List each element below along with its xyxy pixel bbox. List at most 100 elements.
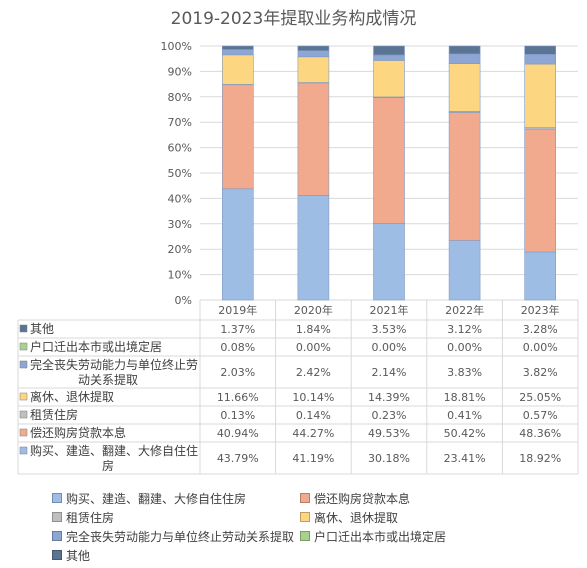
legend-item: 离休、退休提取 <box>300 509 398 526</box>
legend-swatch <box>300 493 310 503</box>
category-label: 2020年 <box>294 303 333 317</box>
y-tick-label: 90% <box>168 65 192 78</box>
data-label: 14.39% <box>368 391 410 404</box>
bar-segment <box>524 128 557 253</box>
legend-label: 其他 <box>66 549 91 563</box>
data-label: 23.41% <box>444 452 486 465</box>
y-tick-label: 80% <box>168 91 192 104</box>
bar-segment <box>222 188 254 301</box>
bar-segment <box>373 60 405 98</box>
table-legend-key <box>19 324 28 333</box>
bar-segment <box>297 50 330 58</box>
data-label: 25.05% <box>519 391 561 404</box>
data-label: 2.03% <box>220 366 255 379</box>
legend-label: 偿还购房贷款本息 <box>314 492 411 506</box>
data-label: 2.42% <box>296 366 331 379</box>
data-label: 1.37% <box>220 323 255 336</box>
chart-title: 2019-2023年提取业务构成情况 <box>170 9 417 29</box>
data-label: 48.36% <box>519 427 561 440</box>
bar-segment <box>448 63 481 112</box>
data-label: 0.00% <box>523 341 558 354</box>
y-tick-label: 10% <box>168 269 192 282</box>
data-label: 30.18% <box>368 452 410 465</box>
legend-swatch <box>52 531 62 541</box>
y-tick-label: 70% <box>168 116 192 129</box>
bar-segment <box>373 54 405 61</box>
table-row-label: 租赁住房 <box>30 407 78 422</box>
table-legend-key <box>19 428 28 437</box>
bar-segment <box>222 49 254 56</box>
table-row-label: 动关系提取 <box>78 372 138 387</box>
y-tick-label: 30% <box>168 218 192 231</box>
bar-segment <box>222 84 254 190</box>
y-tick-label: 50% <box>168 167 192 180</box>
data-label: 3.82% <box>523 366 558 379</box>
bar-segment <box>524 54 557 65</box>
y-tick-label: 20% <box>168 243 192 256</box>
data-label: 43.79% <box>217 452 259 465</box>
data-label: 1.84% <box>296 323 331 336</box>
table-row-label: 购买、建造、翻建、大修自住住 <box>30 443 198 458</box>
bar-segment <box>373 97 405 224</box>
data-label: 0.41% <box>447 409 482 422</box>
bar-segment <box>373 45 405 56</box>
legend-item: 租赁住房 <box>52 509 114 526</box>
legend-label: 购买、建造、翻建、大修自住住房 <box>66 492 247 506</box>
bar-segment <box>448 240 481 301</box>
table-row-label: 完全丧失劳动能力与单位终止劳 <box>30 357 198 372</box>
data-label: 0.14% <box>296 409 331 422</box>
table-row-label: 户口迁出本市或出境定居 <box>30 339 162 354</box>
table-legend-key <box>19 410 28 419</box>
legend-label: 租赁住房 <box>66 511 115 525</box>
table-row-label: 偿还购房贷款本息 <box>30 425 126 440</box>
table-legend-key <box>19 392 28 401</box>
bar-segment <box>448 53 481 64</box>
bar-segment <box>524 63 557 128</box>
table-row-label: 房 <box>102 458 114 473</box>
table-row-label: 离休、退休提取 <box>30 389 114 404</box>
y-tick-label: 0% <box>175 294 192 307</box>
y-tick-label: 100% <box>161 40 192 53</box>
legend-swatch <box>52 512 62 522</box>
data-label: 0.13% <box>220 409 255 422</box>
bar-segment <box>222 45 254 50</box>
y-tick-label: 40% <box>168 192 192 205</box>
data-label: 0.00% <box>447 341 482 354</box>
data-label: 2.14% <box>372 366 407 379</box>
data-label: 44.27% <box>292 427 334 440</box>
data-label: 18.92% <box>519 452 561 465</box>
data-label: 0.57% <box>523 409 558 422</box>
data-label: 0.23% <box>372 409 407 422</box>
data-label: 0.00% <box>372 341 407 354</box>
legend-label: 完全丧失劳动能力与单位终止劳动关系提取 <box>66 530 295 544</box>
bar-segment <box>297 45 330 51</box>
legend-item: 其他 <box>52 547 90 564</box>
data-label: 3.12% <box>447 323 482 336</box>
bar-segment <box>373 223 405 301</box>
category-label: 2023年 <box>521 303 560 317</box>
data-label: 3.83% <box>447 366 482 379</box>
table-legend-key <box>19 446 28 455</box>
data-label: 10.14% <box>292 391 334 404</box>
bar-segment <box>524 251 557 301</box>
table-row-label: 其他 <box>30 322 54 336</box>
legend-swatch <box>52 493 62 503</box>
bar-segment <box>297 195 330 301</box>
category-label: 2019年 <box>218 303 257 317</box>
data-label: 0.00% <box>296 341 331 354</box>
data-label: 18.81% <box>444 391 486 404</box>
bar-segment <box>297 82 330 196</box>
bar-segment <box>448 112 481 241</box>
stacked-bar-chart: 0% 10% 20% 30% 40% 50% 60% 70% 80% 90% 100% 2019年 20… <box>17 40 579 475</box>
data-label: 49.53% <box>368 427 410 440</box>
data-label: 41.19% <box>292 452 334 465</box>
legend-label: 户口迁出本市或出境定居 <box>314 530 447 544</box>
data-label: 3.53% <box>372 323 407 336</box>
legend-swatch <box>300 531 310 541</box>
legend-swatch <box>300 512 310 522</box>
legend-item: 完全丧失劳动能力与单位终止劳动关系提取 <box>52 528 294 545</box>
table-legend-key <box>19 360 28 369</box>
y-tick-label: 60% <box>168 142 192 155</box>
data-label: 11.66% <box>217 391 259 404</box>
bar-segment <box>297 56 330 83</box>
